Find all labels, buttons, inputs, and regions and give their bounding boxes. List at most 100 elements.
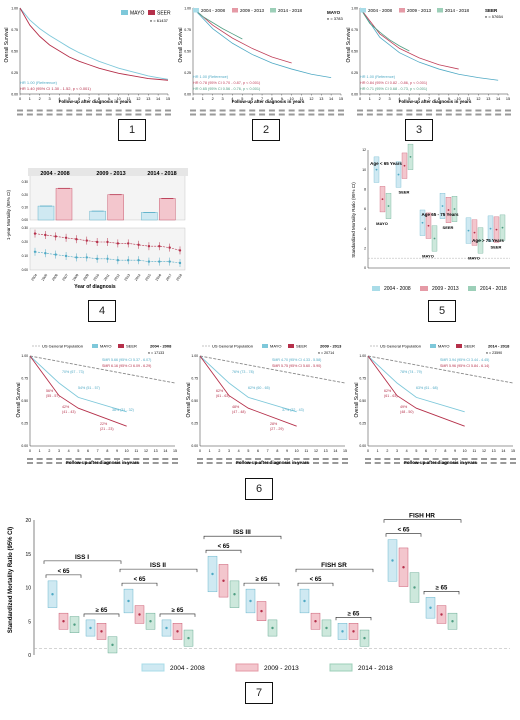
- panel-1-axes: 0 1 2 3 4 5 6 7 8 9 10 11 12 13 14 150.000.250.500.751.…: [11, 6, 171, 116]
- sample-size: n = 57654: [485, 14, 504, 19]
- point-estimate: [375, 168, 378, 171]
- series-line-2: [192, 7, 292, 64]
- age-group-3: Age > 75 Years: [472, 238, 504, 243]
- sample-size: n = 20714: [318, 351, 334, 355]
- x-tick-label: 2013: [124, 273, 132, 282]
- risk-table-cell: [328, 109, 335, 112]
- y-tick-label: 1.00: [11, 6, 18, 10]
- risk-table-cell: [46, 462, 53, 464]
- risk-table-cell: [293, 462, 300, 464]
- x-tick-label: 11: [304, 449, 308, 453]
- risk-table-cell: [342, 462, 348, 464]
- y-tick-label: 0.50: [21, 399, 28, 403]
- y-tick-label: 0.75: [359, 377, 366, 381]
- x-tick-label: 1: [39, 449, 41, 453]
- x-tick-label: 5: [68, 97, 70, 101]
- x-tick-label: 8: [98, 97, 100, 101]
- legend-mayo: MAYO: [100, 344, 111, 349]
- legend-us: US General Population: [380, 344, 421, 349]
- point-estimate: [222, 579, 225, 582]
- risk-table-cell: [36, 113, 43, 116]
- risk-table-cell: [199, 113, 206, 116]
- x-tick-label: 5: [241, 97, 243, 101]
- age-bracket: [243, 582, 280, 587]
- y-tick-label: 0.75: [351, 28, 358, 32]
- data-point: [178, 249, 182, 252]
- risk-table-cell: [332, 462, 339, 464]
- legend-mayo-swatch: [262, 344, 268, 348]
- bar-seer: [107, 194, 124, 221]
- x-tick-label: 4: [58, 97, 60, 101]
- point-estimate: [453, 208, 456, 210]
- x-tick-label: 7: [97, 449, 99, 453]
- data-point: [147, 260, 151, 263]
- risk-table-cell: [143, 458, 149, 460]
- risk-table-cell: [135, 109, 142, 112]
- hr-reference: HR 1.00 (Reference): [20, 80, 58, 85]
- risk-table-cell: [374, 462, 381, 464]
- cohort-label: MAYO: [327, 10, 341, 15]
- panel-number-2: 2: [252, 119, 280, 141]
- x-tick-label: 7: [428, 97, 430, 101]
- x-tick-label: 10: [463, 449, 467, 453]
- point-estimate: [149, 620, 152, 623]
- risk-table-cell: [249, 113, 256, 116]
- data-point: [44, 233, 47, 237]
- risk-table-cell: [27, 458, 33, 460]
- hr-text: HR 1.40 (95% CI 1.30 - 1.52, p < 0.001): [20, 86, 91, 91]
- x-tick-label: 8: [106, 449, 108, 453]
- group-bracket: [203, 535, 282, 540]
- risk-table-cell: [76, 109, 83, 112]
- group-label: FISH SR: [321, 562, 347, 569]
- risk-table-cell: [105, 113, 112, 116]
- panel-1-ylabel: Overall Survival: [4, 27, 10, 62]
- data-point: [85, 239, 88, 242]
- x-tick-label: 4: [406, 449, 408, 453]
- x-tick-label: 2007: [61, 273, 69, 282]
- risk-table-cell: [376, 109, 383, 112]
- age-label: ≥ 65: [348, 611, 360, 617]
- y-tick-label: 0.50: [191, 399, 198, 403]
- risk-table-cell: [172, 458, 178, 460]
- series-line-1: [199, 355, 346, 384]
- risk-table-cell: [475, 113, 482, 116]
- survival-annotation: (61 - 63): [384, 394, 398, 398]
- point-estimate: [447, 209, 450, 211]
- point-estimate: [341, 630, 344, 633]
- legend-period-2: 2009 - 2013: [407, 8, 432, 13]
- legend-period-1: 2004 - 2008: [384, 286, 411, 292]
- age-label: < 65: [58, 569, 71, 575]
- smr-seer: SMR 5.75 (95% CI 5.60 - 5.90): [272, 364, 321, 368]
- risk-table-cell: [46, 458, 53, 460]
- point-estimate: [397, 173, 400, 176]
- y-tick-label: 0.00: [184, 92, 191, 96]
- risk-table-cell: [162, 458, 169, 460]
- risk-table-cell: [384, 458, 391, 460]
- risk-table-cell: [245, 458, 252, 460]
- risk-table-cell: [145, 113, 152, 116]
- point-estimate: [402, 566, 405, 569]
- risk-table-cell: [471, 462, 478, 464]
- x-tick-label: 9: [108, 97, 110, 101]
- x-tick-label: 11: [300, 97, 304, 101]
- risk-table-cell: [366, 113, 373, 116]
- series-line-3: [367, 355, 465, 427]
- y-tick-label: 20: [25, 518, 31, 524]
- y-tick-label: 0.75: [184, 28, 191, 32]
- point-estimate: [451, 620, 454, 623]
- x-tick-label: 13: [486, 97, 490, 101]
- y-tick-label: 0.30: [22, 226, 29, 230]
- cohort-label: SEER: [485, 8, 498, 13]
- risk-table-cell: [155, 113, 162, 116]
- bar-group-3: 2014 - 2018: [147, 171, 176, 177]
- risk-table-cell: [229, 109, 236, 112]
- risk-table-cell: [471, 458, 478, 460]
- risk-table-cell: [384, 462, 391, 464]
- risk-table-cell: [95, 109, 102, 112]
- risk-table-cell: [328, 113, 335, 116]
- y-tick-label: 0.10: [22, 206, 29, 210]
- point-estimate: [100, 630, 103, 633]
- point-estimate: [479, 239, 482, 242]
- x-tick-label: 9: [286, 449, 288, 453]
- panel-2-xlabel: Follow-up after diagnosis in years: [232, 99, 305, 104]
